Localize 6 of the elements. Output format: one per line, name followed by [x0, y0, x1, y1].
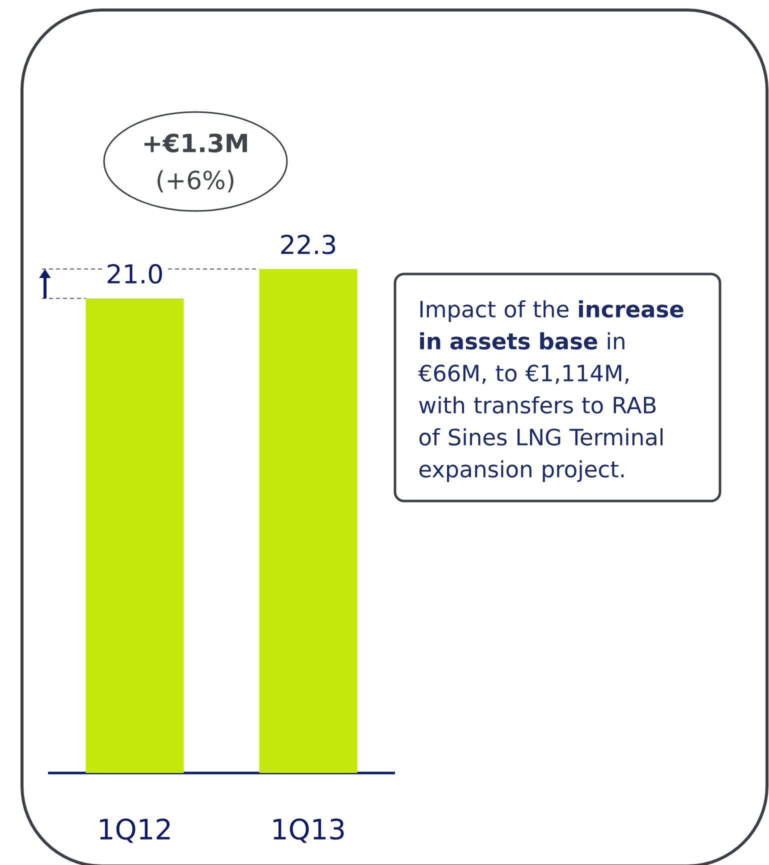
- x-tick-label: 1Q13: [274, 818, 344, 843]
- data-label: 22.3: [281, 234, 336, 254]
- text: Impact of the increase in assets base in €66M, to €1,114M, with transfers to RAB of Sines LNG Terminal expansion project.: [418, 300, 684, 482]
- data-label: 21.0: [108, 264, 162, 284]
- x-tick-label: 1Q12: [100, 818, 170, 843]
- text: +€1.3M (+6%): [144, 134, 247, 192]
